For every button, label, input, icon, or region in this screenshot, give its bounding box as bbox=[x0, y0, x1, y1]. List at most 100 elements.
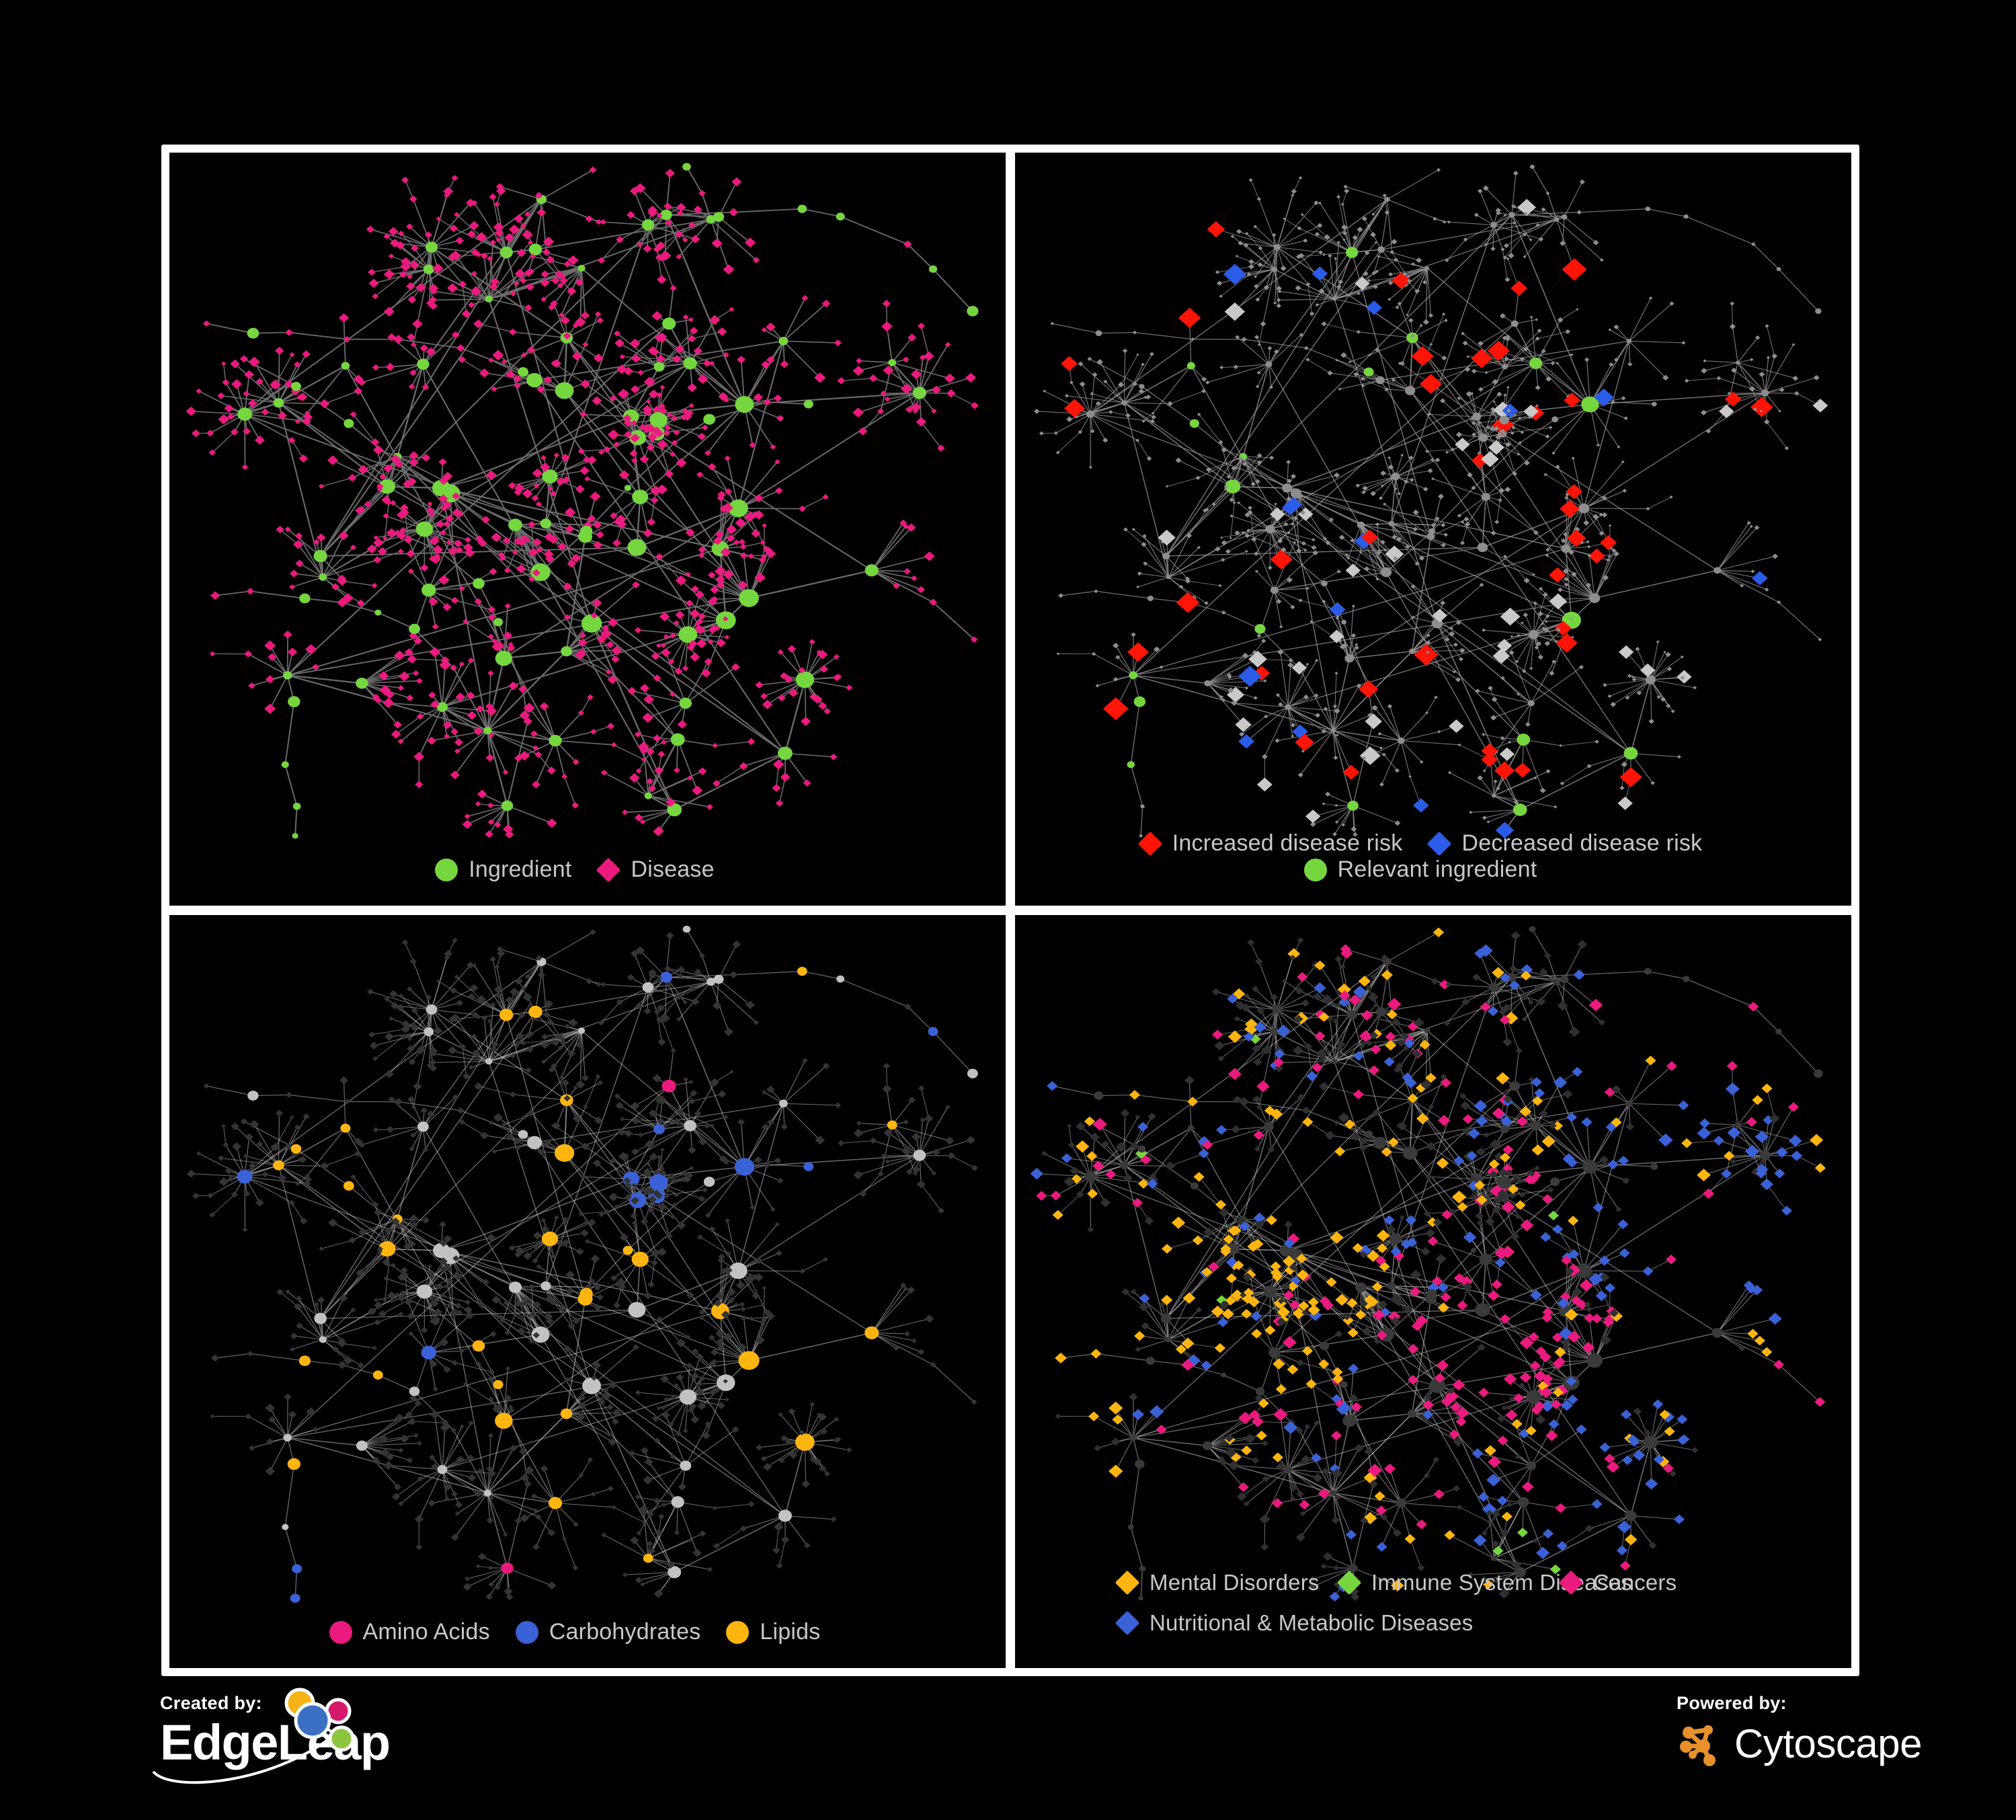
background-disease-node[interactable] bbox=[399, 1290, 406, 1296]
background-disease-node[interactable] bbox=[1410, 1269, 1422, 1280]
background-disease-node[interactable] bbox=[687, 1538, 692, 1543]
background-disease-node[interactable] bbox=[1367, 1114, 1373, 1120]
background-node[interactable] bbox=[1201, 389, 1207, 393]
disease-node[interactable] bbox=[585, 215, 594, 223]
disease-node[interactable] bbox=[432, 535, 439, 542]
background-disease-node[interactable] bbox=[766, 1119, 774, 1126]
disease-node[interactable] bbox=[582, 342, 589, 348]
background-disease-node[interactable] bbox=[509, 1444, 518, 1452]
background-node[interactable] bbox=[1492, 793, 1496, 798]
background-disease-node[interactable] bbox=[760, 1302, 766, 1308]
background-disease-node[interactable] bbox=[306, 1407, 317, 1417]
background-node[interactable] bbox=[1537, 328, 1542, 333]
background-node[interactable] bbox=[1512, 471, 1518, 477]
background-disease-node[interactable] bbox=[606, 1431, 612, 1437]
background-disease-node[interactable] bbox=[653, 1497, 661, 1504]
background-disease-node[interactable] bbox=[1284, 1220, 1293, 1228]
background-disease-node[interactable] bbox=[243, 1153, 249, 1159]
background-node[interactable] bbox=[1539, 787, 1546, 793]
background-node[interactable] bbox=[1314, 231, 1320, 237]
background-ingredient-node[interactable] bbox=[682, 925, 691, 933]
background-disease-node[interactable] bbox=[562, 1239, 570, 1246]
background-node[interactable] bbox=[1727, 391, 1731, 395]
nutritional-metabolic-node[interactable] bbox=[1404, 1038, 1415, 1049]
background-node[interactable] bbox=[1457, 514, 1462, 518]
background-disease-node[interactable] bbox=[801, 1480, 811, 1488]
background-disease-node[interactable] bbox=[594, 1304, 602, 1312]
disease-node[interactable] bbox=[248, 356, 260, 368]
disease-node[interactable] bbox=[643, 377, 655, 387]
background-disease-node[interactable] bbox=[732, 940, 741, 949]
background-node[interactable] bbox=[1277, 649, 1284, 656]
mental-disorder-node[interactable] bbox=[1256, 1430, 1267, 1441]
background-node[interactable] bbox=[1478, 436, 1484, 441]
background-node[interactable] bbox=[1151, 411, 1155, 415]
background-node[interactable] bbox=[1278, 702, 1283, 707]
relevant-ingredient-node[interactable] bbox=[1127, 761, 1135, 768]
background-node[interactable] bbox=[1731, 367, 1737, 373]
disease-node[interactable] bbox=[485, 830, 493, 838]
background-disease-node[interactable] bbox=[815, 1136, 825, 1145]
nutritional-metabolic-node[interactable] bbox=[1697, 1127, 1711, 1140]
background-node[interactable] bbox=[1321, 580, 1328, 587]
background-ingredient-node[interactable] bbox=[778, 1099, 788, 1108]
disease-node[interactable] bbox=[931, 385, 941, 395]
background-node[interactable] bbox=[1230, 235, 1235, 239]
background-ingredient-node[interactable] bbox=[1813, 1069, 1823, 1078]
carbohydrate-node[interactable] bbox=[237, 1169, 253, 1184]
background-disease-node[interactable] bbox=[727, 1288, 737, 1296]
disease-node[interactable] bbox=[399, 270, 407, 278]
carbohydrate-node[interactable] bbox=[290, 1593, 300, 1603]
background-disease-node[interactable] bbox=[1320, 1563, 1327, 1569]
background-disease-node[interactable] bbox=[1563, 1089, 1573, 1099]
disease-node[interactable] bbox=[526, 282, 534, 291]
background-node[interactable] bbox=[1253, 696, 1258, 700]
mental-disorder-node[interactable] bbox=[1296, 1253, 1307, 1264]
disease-node[interactable] bbox=[780, 773, 791, 782]
disease-node[interactable] bbox=[353, 374, 364, 384]
background-disease-node[interactable] bbox=[708, 1360, 717, 1368]
background-ingredient-node[interactable] bbox=[778, 1509, 793, 1522]
background-disease-node[interactable] bbox=[903, 1003, 912, 1011]
background-node[interactable] bbox=[1363, 271, 1369, 276]
ingredient-node[interactable] bbox=[292, 833, 298, 839]
relevant-ingredient-node[interactable] bbox=[1347, 800, 1359, 811]
background-disease-node[interactable] bbox=[475, 1564, 481, 1569]
background-disease-node[interactable] bbox=[809, 1402, 815, 1407]
background-disease-node[interactable] bbox=[1240, 1292, 1247, 1298]
background-disease-node[interactable] bbox=[506, 1133, 515, 1141]
ingredient-node[interactable] bbox=[555, 382, 574, 399]
background-disease-node[interactable] bbox=[1228, 1460, 1240, 1471]
background-disease-node[interactable] bbox=[488, 1433, 494, 1438]
background-node[interactable] bbox=[1493, 779, 1498, 783]
background-disease-node[interactable] bbox=[748, 1316, 754, 1321]
disease-node[interactable] bbox=[519, 710, 530, 721]
nutritional-metabolic-node[interactable] bbox=[1497, 1495, 1508, 1506]
background-node[interactable] bbox=[1090, 392, 1094, 396]
background-disease-node[interactable] bbox=[1532, 1538, 1539, 1543]
background-node[interactable] bbox=[1412, 526, 1418, 532]
background-disease-node[interactable] bbox=[656, 1117, 665, 1125]
background-ingredient-node[interactable] bbox=[1264, 1122, 1274, 1132]
disease-node[interactable] bbox=[634, 814, 643, 822]
background-node[interactable] bbox=[1693, 686, 1697, 690]
disease-node[interactable] bbox=[493, 222, 504, 233]
background-disease-node[interactable] bbox=[510, 1053, 516, 1059]
disease-node[interactable] bbox=[754, 493, 764, 503]
background-disease-node[interactable] bbox=[371, 1201, 379, 1208]
background-node[interactable] bbox=[1353, 832, 1358, 837]
background-disease-node[interactable] bbox=[265, 1466, 276, 1476]
background-disease-node[interactable] bbox=[528, 1339, 535, 1345]
background-disease-node[interactable] bbox=[1527, 999, 1534, 1005]
background-node[interactable] bbox=[1255, 385, 1260, 389]
background-disease-node[interactable] bbox=[581, 1074, 590, 1082]
background-disease-node[interactable] bbox=[395, 1292, 401, 1298]
disease-node[interactable] bbox=[877, 408, 885, 415]
background-node[interactable] bbox=[1607, 555, 1611, 559]
cancer-node[interactable] bbox=[1455, 1417, 1467, 1427]
mental-disorder-node[interactable] bbox=[1645, 1056, 1656, 1066]
background-disease-node[interactable] bbox=[883, 1062, 890, 1070]
background-node[interactable] bbox=[1338, 535, 1345, 541]
background-disease-node[interactable] bbox=[615, 1101, 624, 1110]
nutritional-metabolic-node[interactable] bbox=[1227, 994, 1238, 1004]
